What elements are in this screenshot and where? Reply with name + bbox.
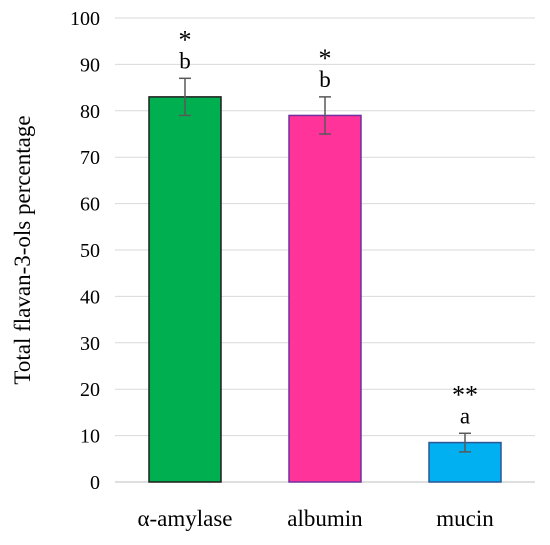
y-tick-label: 50 xyxy=(80,240,100,262)
letter-label-2: a xyxy=(460,403,470,428)
error-bar-0 xyxy=(179,77,191,117)
y-tick-label: 70 xyxy=(80,147,100,169)
y-tick-label: 30 xyxy=(80,333,100,355)
error-bar-2 xyxy=(459,432,471,453)
y-tick-label: 60 xyxy=(80,194,100,216)
error-bars xyxy=(179,77,471,453)
star-label-1: * xyxy=(319,44,332,73)
y-tick-label: 20 xyxy=(80,379,100,401)
letter-label-0: b xyxy=(179,48,191,73)
y-tick-label: 0 xyxy=(90,472,100,494)
category-label-1: albumin xyxy=(287,506,363,531)
y-tick-label: 40 xyxy=(80,286,100,308)
bar-1 xyxy=(288,114,362,483)
category-label-0: α-amylase xyxy=(137,506,232,531)
bar-0 xyxy=(148,96,222,483)
y-tick-label: 80 xyxy=(80,101,100,123)
category-label-2: mucin xyxy=(436,506,494,531)
bars xyxy=(148,96,502,483)
star-label-2: ** xyxy=(452,380,478,409)
y-tick-label: 100 xyxy=(70,8,100,30)
error-bar-1 xyxy=(319,96,331,135)
y-tick-label: 90 xyxy=(80,54,100,76)
letter-label-1: b xyxy=(319,67,331,92)
star-label-0: * xyxy=(179,25,192,54)
y-axis-ticks: 0 10 20 30 40 50 60 70 80 90 100 xyxy=(70,8,100,494)
x-axis-categories: α-amylase albumin mucin xyxy=(137,506,494,531)
y-tick-label: 10 xyxy=(80,426,100,448)
significance-annotations: b*b*a** xyxy=(179,25,479,428)
y-axis-title: Total flavan-3-ols percentage xyxy=(10,115,35,384)
